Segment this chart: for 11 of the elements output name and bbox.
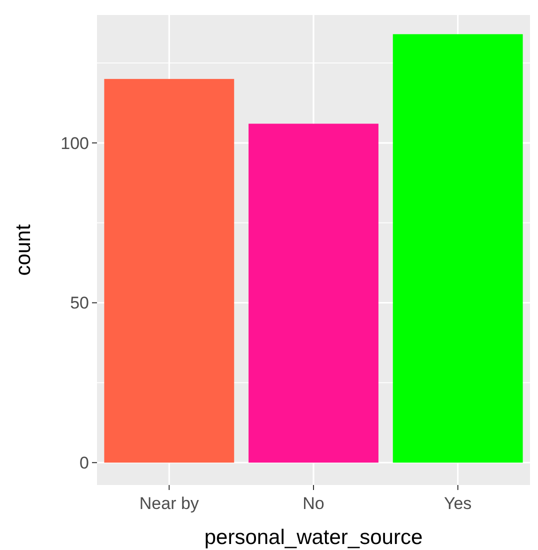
x-tick-label: Yes — [444, 494, 472, 513]
y-tick-label: 0 — [80, 454, 89, 473]
bar — [248, 124, 378, 463]
y-axis-title: count — [12, 224, 35, 276]
y-tick-label: 100 — [60, 134, 89, 153]
x-tick-label: Near by — [139, 494, 200, 513]
x-tick-label: No — [302, 494, 324, 513]
x-axis-title: personal_water_source — [204, 526, 423, 549]
y-tick-label: 50 — [70, 294, 89, 313]
bar — [392, 34, 523, 463]
bar — [104, 78, 234, 463]
